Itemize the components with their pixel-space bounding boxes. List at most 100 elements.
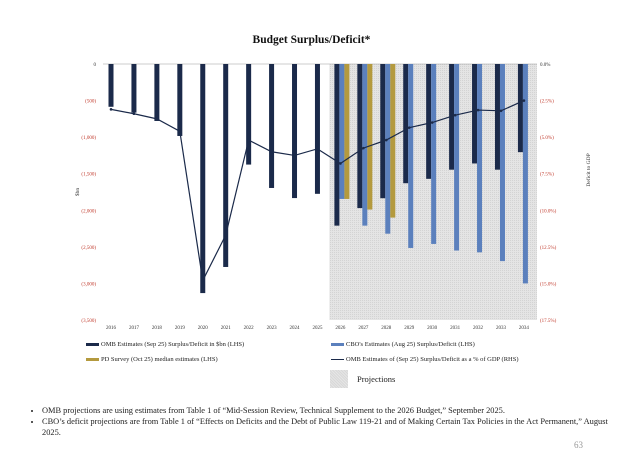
omb-bar <box>200 64 206 294</box>
legend-label: OMB Estimates of (Sep 25) Surplus/Defici… <box>346 356 519 363</box>
legend-swatch <box>331 343 344 346</box>
legend-label: Projections <box>357 374 396 384</box>
legend-swatch <box>86 343 99 346</box>
legend-swatch <box>86 358 99 361</box>
gdp-line-point <box>384 138 388 142</box>
cbo-bar <box>431 64 437 244</box>
right-tick-label: (10.0%) <box>540 209 557 214</box>
gdp-line-point <box>316 147 319 151</box>
gdp-line-point <box>270 150 273 154</box>
x-tick-label: 2019 <box>175 326 186 331</box>
legend-omb-line: OMB Estimates of (Sep 25) Surplus/Defici… <box>331 356 519 363</box>
legend-omb-bars: OMB Estimates (Sep 25) Surplus/Deficit i… <box>86 341 244 348</box>
right-tick-label: (15.0%) <box>540 282 557 287</box>
right-tick-label: 0.0% <box>540 63 550 68</box>
cbo-bar <box>499 64 505 262</box>
legend-swatch <box>331 358 344 361</box>
gdp-line-point <box>453 113 457 117</box>
x-tick-label: 2018 <box>152 326 163 331</box>
gdp-line-point <box>522 99 526 102</box>
x-tick-label: 2026 <box>335 326 346 331</box>
left-tick-label: (2,500) <box>81 246 96 251</box>
omb-bar <box>334 64 340 226</box>
gdp-line-point <box>132 112 136 116</box>
footnotes: OMB projections are using estimates from… <box>30 405 610 438</box>
cbo-bar <box>477 64 483 253</box>
left-tick-label: (2,000) <box>81 209 96 214</box>
omb-bar <box>314 64 320 194</box>
x-tick-label: 2016 <box>106 326 117 331</box>
left-tick-label: (1,500) <box>81 173 96 178</box>
omb-bar <box>494 64 500 170</box>
cbo-bar <box>339 64 345 199</box>
omb-bar <box>472 64 478 164</box>
footnote: OMB projections are using estimates from… <box>42 405 610 416</box>
legend-projections: Projections <box>330 370 395 388</box>
omb-bar <box>403 64 409 184</box>
gdp-line-point <box>155 117 159 121</box>
footnote: CBO’s deficit projections are from Table… <box>42 416 610 438</box>
cbo-bar <box>454 64 460 251</box>
gdp-line-point <box>430 121 434 124</box>
gdp-line-point <box>247 138 250 142</box>
x-tick-label: 2023 <box>267 326 278 331</box>
x-tick-label: 2024 <box>290 326 301 331</box>
right-tick-label: (17.5%) <box>540 319 557 324</box>
omb-bar <box>177 64 183 136</box>
cbo-bar <box>408 64 414 248</box>
cbo-bar <box>522 64 528 284</box>
omb-bar <box>269 64 275 188</box>
left-axis-label: $bn <box>74 188 81 197</box>
x-tick-label: 2033 <box>496 326 507 331</box>
pd-bar <box>344 64 350 199</box>
x-tick-label: 2032 <box>473 326 484 331</box>
omb-bar <box>154 64 160 121</box>
omb-bar <box>292 64 298 199</box>
gdp-line-point <box>109 108 113 111</box>
chart-title: Budget Surplus/Deficit* <box>252 34 371 46</box>
x-tick-label: 2025 <box>312 326 323 331</box>
gdp-line-point <box>293 154 296 157</box>
right-tick-label: (7.5%) <box>540 173 554 178</box>
legend-pd-bars: PD Survey (Oct 25) median estimates (LHS… <box>86 356 218 363</box>
left-tick-label: (3,000) <box>81 282 96 287</box>
cbo-bar <box>362 64 368 226</box>
x-tick-label: 2030 <box>427 326 438 331</box>
chart: 0 (500) (1,000) (1,500) (2,000) (2,500) (3,000… <box>74 63 592 331</box>
omb-bar <box>223 64 229 267</box>
omb-bar <box>380 64 386 199</box>
x-tick-label: 2020 <box>198 326 209 331</box>
right-tick-label: (2.5%) <box>540 100 554 105</box>
gdp-line-point <box>201 279 205 282</box>
left-tick-label: (1,000) <box>81 136 96 141</box>
pd-bar <box>390 64 396 218</box>
legend-label: CBO's Estimates (Aug 25) Surplus/Deficit… <box>346 341 475 348</box>
x-tick-label: 2028 <box>381 326 392 331</box>
left-tick-label: (500) <box>85 100 96 105</box>
x-tick-label: 2031 <box>450 326 461 331</box>
cbo-bar <box>385 64 391 234</box>
gdp-line-point <box>339 162 342 165</box>
right-axis-label: Deficit to GDP <box>585 153 592 186</box>
x-tick-label: 2034 <box>519 326 530 331</box>
omb-bar <box>246 64 252 165</box>
gdp-line-point <box>407 126 411 129</box>
omb-bar <box>426 64 432 179</box>
gdp-line-point <box>224 233 227 237</box>
omb-bar <box>108 64 114 107</box>
legend-swatch <box>330 370 348 388</box>
legend-cbo-bars: CBO's Estimates (Aug 25) Surplus/Deficit… <box>331 341 475 348</box>
gdp-line-point <box>178 129 182 133</box>
gdp-line-point <box>362 146 365 150</box>
gdp-line-point <box>499 109 503 113</box>
legend-label: OMB Estimates (Sep 25) Surplus/Deficit i… <box>101 341 245 348</box>
right-tick-label: (5.0%) <box>540 136 554 141</box>
pd-bar <box>367 64 373 210</box>
left-tick-label: 0 <box>94 63 97 68</box>
x-tick-label: 2029 <box>404 326 415 331</box>
right-tick-label: (12.5%) <box>540 246 557 251</box>
omb-bar <box>357 64 363 209</box>
left-tick-label: (3,500) <box>81 319 96 324</box>
gdp-line-point <box>476 108 480 112</box>
